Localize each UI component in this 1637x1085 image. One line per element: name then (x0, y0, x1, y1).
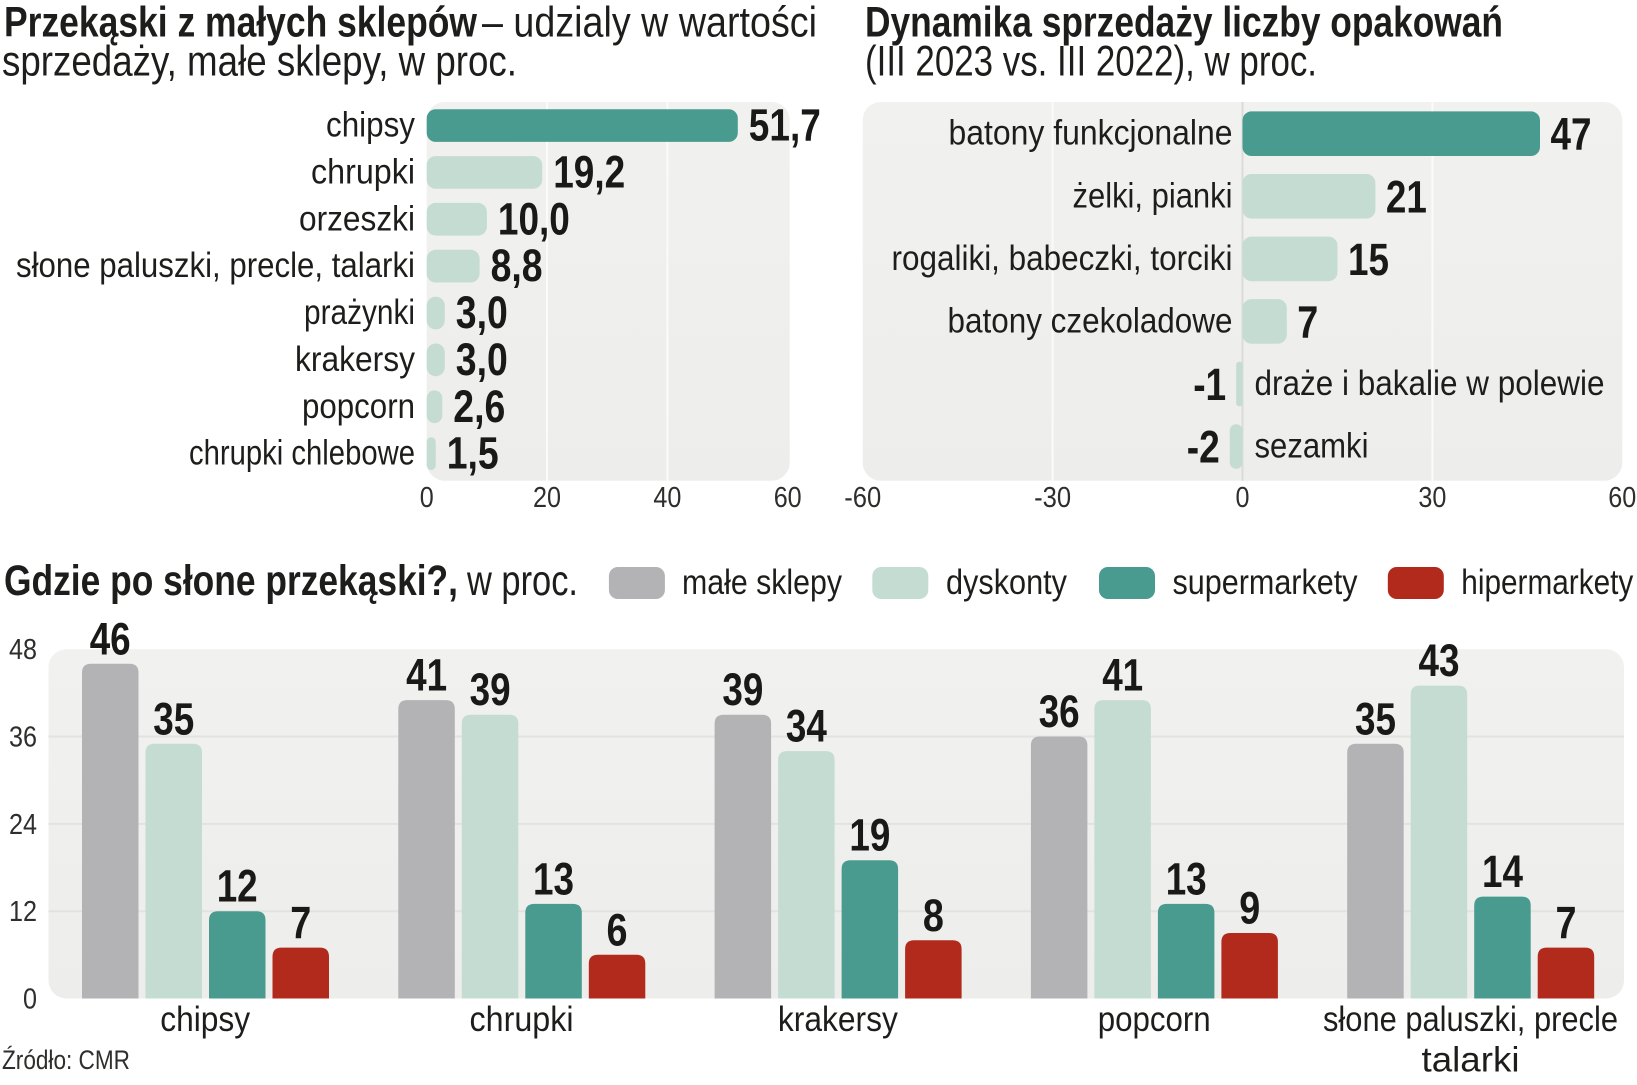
svg-text:34: 34 (786, 701, 827, 752)
svg-text:rogaliki, babeczki, torciki: rogaliki, babeczki, torciki (892, 239, 1233, 278)
svg-text:60: 60 (1608, 482, 1636, 514)
svg-text:małe sklepy: małe sklepy (682, 563, 842, 602)
svg-text:krakersy: krakersy (778, 1000, 898, 1039)
svg-text:47: 47 (1551, 109, 1592, 160)
svg-text:w proc.: w proc. (466, 557, 578, 605)
svg-text:7: 7 (290, 897, 311, 948)
svg-text:20: 20 (533, 482, 561, 514)
svg-text:Dynamika sprzedaży liczby opak: Dynamika sprzedaży liczby opakowań (865, 0, 1503, 47)
svg-text:-60: -60 (844, 482, 881, 514)
svg-text:60: 60 (774, 482, 802, 514)
svg-text:(III 2023 vs. III 2022), w pro: (III 2023 vs. III 2022), w proc. (865, 38, 1317, 86)
svg-text:41: 41 (406, 650, 447, 701)
svg-text:1,5: 1,5 (447, 428, 499, 479)
svg-text:żelki, pianki: żelki, pianki (1073, 176, 1233, 215)
svg-text:6: 6 (607, 904, 628, 955)
svg-text:7: 7 (1297, 296, 1318, 347)
svg-text:35: 35 (153, 693, 194, 744)
svg-text:batony czekoladowe: batony czekoladowe (948, 301, 1233, 340)
svg-text:19,2: 19,2 (553, 146, 625, 197)
svg-text:draże i bakalie w polewie: draże i bakalie w polewie (1255, 364, 1605, 403)
svg-text:3,0: 3,0 (456, 287, 508, 338)
svg-text:sezamki: sezamki (1255, 427, 1369, 466)
svg-text:10,0: 10,0 (498, 193, 570, 244)
svg-text:-2: -2 (1187, 422, 1220, 473)
svg-text:43: 43 (1419, 635, 1460, 686)
svg-text:chrupki chlebowe: chrupki chlebowe (189, 434, 415, 473)
svg-text:46: 46 (90, 613, 131, 664)
svg-text:35: 35 (1355, 693, 1396, 744)
svg-text:chrupki: chrupki (470, 1000, 574, 1039)
svg-text:12: 12 (217, 861, 258, 912)
svg-text:słone paluszki, precle: słone paluszki, precle (1323, 1000, 1618, 1039)
svg-text:prażynki: prażynki (304, 293, 415, 332)
svg-text:talarki: talarki (1422, 1041, 1520, 1080)
svg-text:8: 8 (923, 890, 944, 941)
svg-text:51,7: 51,7 (749, 100, 821, 151)
svg-text:3,0: 3,0 (456, 334, 508, 385)
svg-text:14: 14 (1482, 846, 1523, 897)
svg-text:30: 30 (1418, 482, 1446, 514)
svg-text:orzeszki: orzeszki (299, 199, 415, 238)
svg-text:chrupki: chrupki (311, 152, 415, 191)
svg-text:Gdzie po słone przekąski?,: Gdzie po słone przekąski?, (4, 557, 458, 605)
svg-text:0: 0 (23, 984, 37, 1016)
svg-text:36: 36 (9, 722, 37, 754)
svg-text:39: 39 (470, 664, 511, 715)
svg-text:12: 12 (9, 896, 37, 928)
svg-text:-1: -1 (1193, 359, 1226, 410)
svg-text:9: 9 (1239, 883, 1260, 934)
svg-text:39: 39 (722, 664, 763, 715)
svg-text:chipsy: chipsy (326, 106, 415, 145)
svg-text:15: 15 (1348, 234, 1389, 285)
svg-text:36: 36 (1039, 686, 1080, 737)
svg-text:7: 7 (1556, 897, 1577, 948)
svg-text:0: 0 (420, 482, 434, 514)
svg-text:-30: -30 (1034, 482, 1071, 514)
svg-text:2,6: 2,6 (453, 381, 505, 432)
svg-text:Źródło: CMR: Źródło: CMR (2, 1045, 130, 1075)
svg-text:popcorn: popcorn (1098, 1000, 1211, 1039)
svg-text:41: 41 (1102, 650, 1143, 701)
svg-text:hipermarkety: hipermarkety (1461, 563, 1633, 602)
svg-text:19: 19 (849, 810, 890, 861)
svg-text:13: 13 (1166, 853, 1207, 904)
svg-text:40: 40 (653, 482, 681, 514)
svg-text:chipsy: chipsy (160, 1000, 250, 1039)
svg-text:13: 13 (533, 853, 574, 904)
svg-text:krakersy: krakersy (295, 340, 415, 379)
svg-text:Przekąski z małych sklepów: Przekąski z małych sklepów (4, 0, 477, 47)
svg-text:słone paluszki, precle, talark: słone paluszki, precle, talarki (16, 246, 415, 285)
svg-text:sprzedaży, małe sklepy, w proc: sprzedaży, małe sklepy, w proc. (2, 38, 517, 86)
svg-text:21: 21 (1386, 171, 1427, 222)
svg-text:popcorn: popcorn (302, 387, 415, 426)
svg-text:8,8: 8,8 (491, 240, 543, 291)
svg-text:0: 0 (1236, 482, 1250, 514)
svg-text:24: 24 (9, 809, 37, 841)
svg-text:48: 48 (9, 634, 37, 666)
svg-text:– udzialy w wartości: – udzialy w wartości (482, 0, 817, 47)
svg-text:supermarkety: supermarkety (1173, 563, 1358, 602)
svg-text:batony funkcjonalne: batony funkcjonalne (949, 114, 1233, 153)
svg-text:dyskonty: dyskonty (946, 563, 1067, 602)
